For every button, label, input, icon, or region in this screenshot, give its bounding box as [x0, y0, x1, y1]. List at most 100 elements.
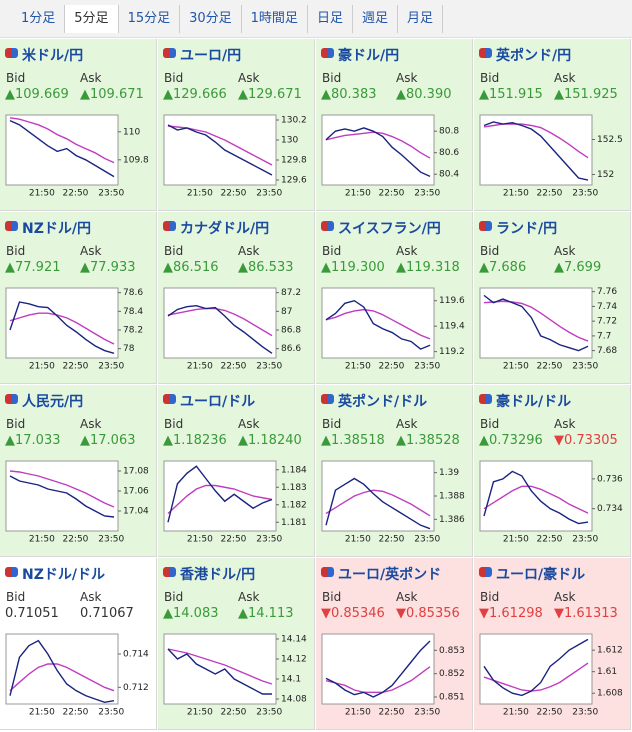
flag-icon: [321, 48, 334, 58]
pair-title[interactable]: 英ポンド/円: [496, 48, 572, 64]
mini-chart: 7.68 7.7 7.72 7.74 7.76 21:50 22:50 23:50: [479, 287, 617, 372]
pair-title[interactable]: 香港ドル/円: [180, 567, 256, 583]
bid-value: ▲1.18236: [163, 433, 227, 448]
tab[interactable]: 月足: [398, 4, 443, 33]
y-tick-label: 80.6: [439, 148, 459, 158]
pair-title[interactable]: 英ポンド/ドル: [338, 394, 428, 410]
ask-value: ▲80.390: [396, 87, 452, 102]
y-tick-label: 152.5: [597, 135, 623, 145]
ask-value: ▲129.671: [238, 87, 302, 102]
x-tick-label: 23:50: [98, 189, 124, 199]
ask-value: ▲1.18240: [238, 433, 302, 448]
pair-title[interactable]: ランド/円: [496, 221, 558, 237]
flag-icon: [163, 221, 176, 231]
y-tick-label: 14.08: [281, 695, 307, 705]
ask-label: Ask: [238, 417, 260, 431]
bid-value: ▼1.61298: [479, 606, 543, 621]
pair-title[interactable]: ユーロ/ドル: [180, 394, 256, 410]
flag-icon: [321, 221, 334, 231]
ask-value: ▼0.85356: [396, 606, 460, 621]
rate-cell: ユーロ/豪ドル Bid Ask ▼1.61298 ▼1.61313 1.608 1.61 1.…: [474, 558, 631, 730]
y-tick-label: 17.08: [123, 467, 149, 477]
tab[interactable]: 日足: [308, 4, 353, 33]
rate-cell: ユーロ/円 Bid Ask ▲129.666 ▲129.671 129.6 129.8 130…: [158, 39, 315, 211]
pair-title[interactable]: 米ドル/円: [22, 48, 84, 64]
bid-label: Bid: [6, 71, 26, 85]
moving-average: [9, 312, 115, 345]
bid-label: Bid: [164, 590, 184, 604]
ask-value: ▲151.925: [554, 87, 618, 102]
bid-label: Bid: [164, 417, 184, 431]
moving-average: [167, 648, 273, 685]
pair-title[interactable]: ユーロ/円: [180, 48, 242, 64]
ask-value: ▲1.38528: [396, 433, 460, 448]
moving-average: [167, 484, 273, 515]
pair-title[interactable]: ユーロ/英ポンド: [338, 567, 442, 583]
tab[interactable]: 15分足: [119, 4, 181, 33]
y-tick-label: 1.61: [597, 667, 617, 677]
pair-title[interactable]: スイスフラン/円: [338, 221, 441, 237]
x-tick-label: 21:50: [345, 708, 371, 718]
y-tick-label: 1.183: [281, 483, 307, 493]
flag-icon: [5, 48, 18, 58]
tab[interactable]: 1時間足: [242, 4, 308, 33]
price-line: [9, 639, 115, 704]
pair-title[interactable]: 豪ドル/ドル: [496, 394, 572, 410]
flag-icon: [321, 567, 334, 577]
ask-value: ▲17.063: [80, 433, 136, 448]
ask-label: Ask: [396, 417, 418, 431]
y-tick-label: 14.12: [281, 655, 307, 665]
ask-label: Ask: [396, 590, 418, 604]
x-tick-label: 22:50: [378, 189, 404, 199]
pair-title[interactable]: 人民元/円: [22, 394, 84, 410]
x-tick-label: 23:50: [572, 708, 598, 718]
x-tick-label: 23:50: [414, 708, 440, 718]
tab[interactable]: 30分足: [180, 4, 242, 33]
bid-value: ▲1.38518: [321, 433, 385, 448]
y-tick-label: 0.852: [439, 669, 465, 679]
x-tick-label: 23:50: [256, 535, 282, 545]
bid-value: ▲119.300: [321, 260, 385, 275]
rate-cell: ユーロ/英ポンド Bid Ask ▼0.85346 ▼0.85356 0.851 0.852…: [316, 558, 473, 730]
ask-value: ▲14.113: [238, 606, 294, 621]
rate-cell: ユーロ/ドル Bid Ask ▲1.18236 ▲1.18240 1.181 1.182 1.…: [158, 385, 315, 557]
pair-title[interactable]: 豪ドル/円: [338, 48, 400, 64]
mini-chart: 119.2 119.4 119.6 21:50 22:50 23:50: [321, 287, 465, 372]
moving-average: [483, 662, 589, 692]
tab[interactable]: 週足: [353, 4, 398, 33]
bid-value: ▲14.083: [163, 606, 219, 621]
x-tick-label: 21:50: [503, 535, 529, 545]
flag-icon: [479, 394, 492, 404]
price-line: [167, 465, 273, 523]
ask-label: Ask: [80, 71, 102, 85]
ask-label: Ask: [554, 590, 576, 604]
plot-area: [5, 460, 119, 532]
tab[interactable]: 5分足: [65, 4, 119, 33]
bid-value: ▲129.666: [163, 87, 227, 102]
plot-area: [163, 287, 277, 359]
x-tick-label: 21:50: [29, 535, 55, 545]
moving-average: [325, 131, 431, 159]
pair-title[interactable]: カナダドル/円: [180, 221, 270, 237]
y-tick-label: 0.851: [439, 693, 465, 703]
y-tick-label: 119.2: [439, 347, 465, 357]
x-tick-label: 22:50: [62, 189, 88, 199]
bid-value: ▲86.516: [163, 260, 219, 275]
tab[interactable]: 1分足: [12, 4, 66, 33]
ask-label: Ask: [396, 244, 418, 258]
pair-title[interactable]: NZドル/ドル: [22, 567, 105, 583]
x-tick-label: 23:50: [256, 708, 282, 718]
pair-title[interactable]: ユーロ/豪ドル: [496, 567, 586, 583]
ask-label: Ask: [80, 590, 102, 604]
bid-label: Bid: [480, 590, 500, 604]
price-line: [483, 470, 589, 525]
pair-title[interactable]: NZドル/円: [22, 221, 91, 237]
price-line: [325, 299, 431, 350]
flag-icon: [479, 48, 492, 58]
rate-cell: 香港ドル/円 Bid Ask ▲14.083 ▲14.113 14.08 14.1 14.12…: [158, 558, 315, 730]
y-tick-label: 1.612: [597, 646, 623, 656]
y-tick-label: 14.1: [281, 675, 301, 685]
y-tick-label: 1.39: [439, 468, 459, 478]
y-tick-label: 86.8: [281, 326, 301, 336]
moving-average: [325, 666, 431, 694]
